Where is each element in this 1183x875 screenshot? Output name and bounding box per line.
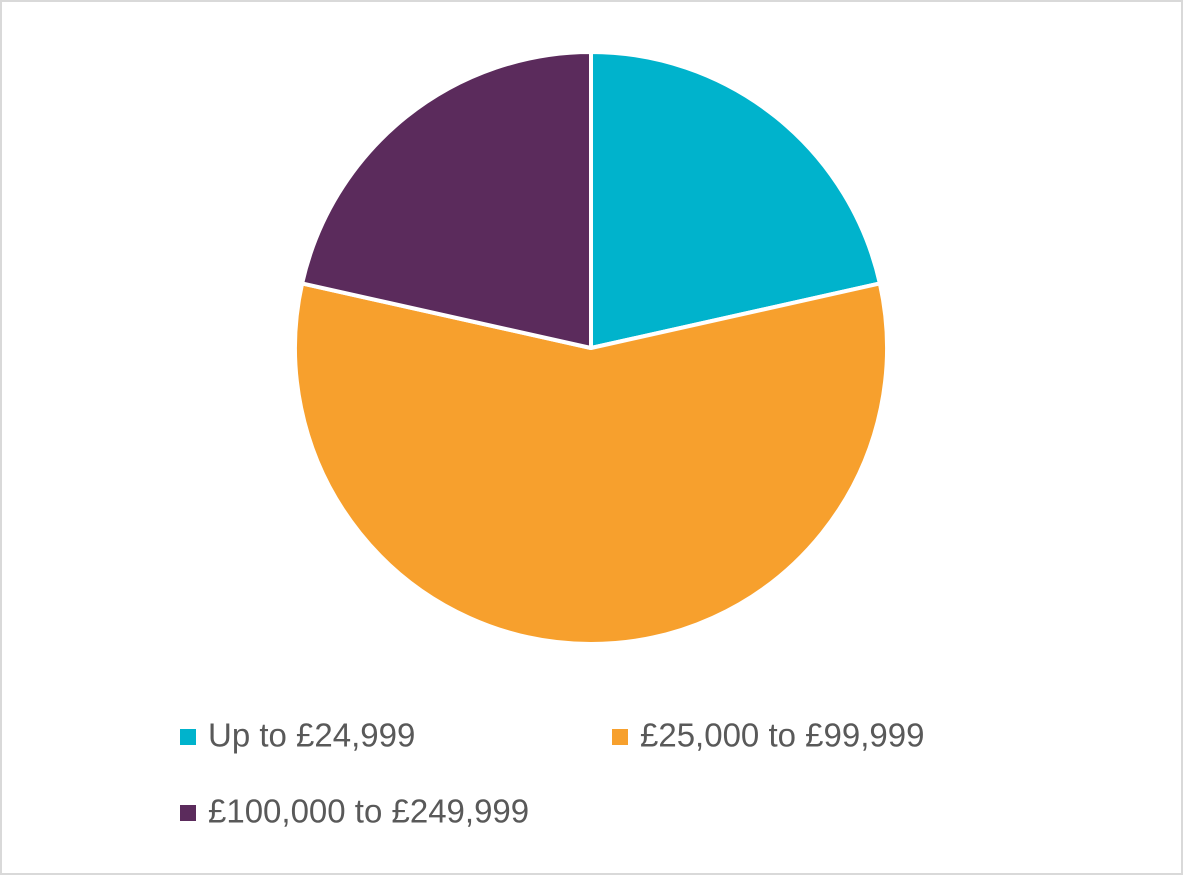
pie-slice: [293, 281, 889, 647]
legend-swatch: [180, 805, 196, 821]
pie-slice: [589, 50, 882, 350]
pie-slice: [300, 50, 593, 350]
legend-label: Up to £24,999: [208, 717, 415, 754]
legend-label: £100,000 to £249,999: [208, 793, 529, 830]
legend-swatch: [612, 729, 628, 745]
legend-swatch: [180, 729, 196, 745]
legend-label: £25,000 to £99,999: [640, 717, 924, 754]
